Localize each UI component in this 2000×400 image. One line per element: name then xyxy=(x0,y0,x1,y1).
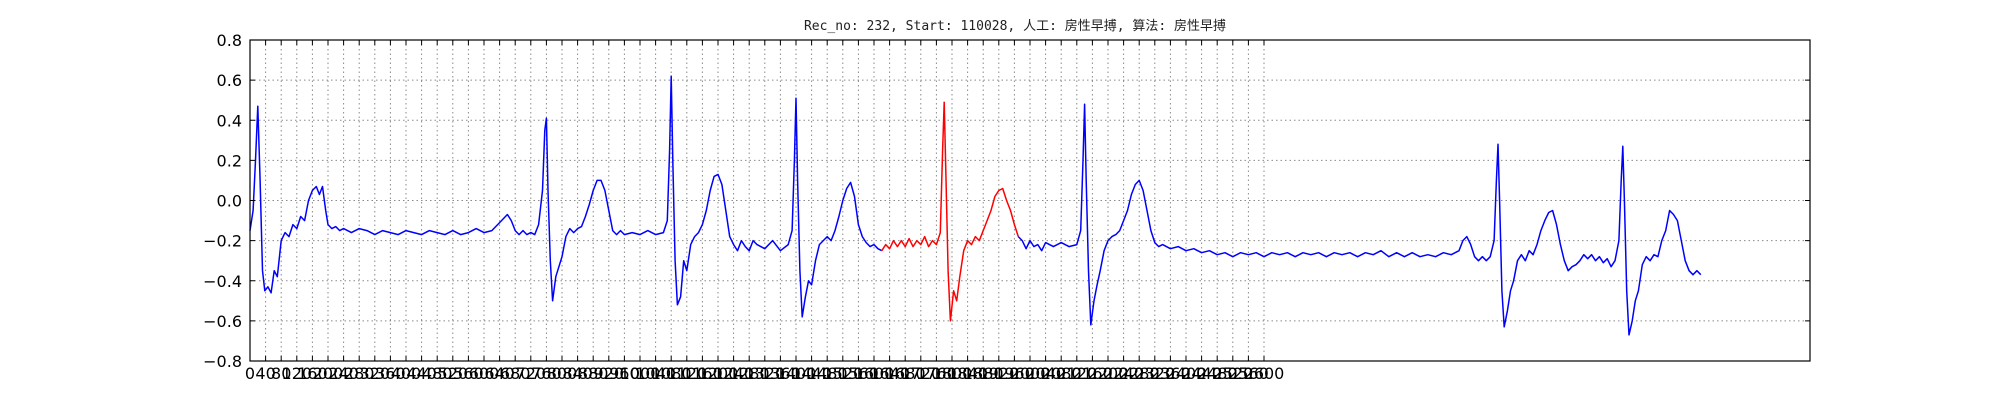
x-tick-label: 400 xyxy=(391,364,422,383)
x-tick-label: 440 xyxy=(406,364,437,383)
x-tick-label: 1520 xyxy=(822,364,863,383)
x-tick-label: 1560 xyxy=(838,364,879,383)
ecg-series-line xyxy=(249,75,883,318)
y-tick-label: −0.2 xyxy=(203,232,242,251)
y-tick-label: 0.6 xyxy=(217,71,242,90)
x-tick-label: 1640 xyxy=(869,364,910,383)
x-tick-label: 680 xyxy=(500,364,531,383)
y-tick-label: −0.8 xyxy=(203,352,242,371)
x-tick-label: 40 xyxy=(255,364,275,383)
x-tick-label: 1360 xyxy=(760,364,801,383)
ecg-series-line xyxy=(1017,103,1702,336)
x-tick-label: 2440 xyxy=(1181,364,1222,383)
grid xyxy=(250,40,1810,361)
x-tick-label: 240 xyxy=(328,364,359,383)
x-tick-label: 760 xyxy=(531,364,562,383)
x-tick-label: 1080 xyxy=(651,364,692,383)
x-tick-label: 1800 xyxy=(932,364,973,383)
x-tick-label: 1720 xyxy=(900,364,941,383)
x-tick-label: 360 xyxy=(375,364,406,383)
y-tick-label: −0.4 xyxy=(203,272,242,291)
x-tick-label: 2360 xyxy=(1150,364,1191,383)
x-tick-label: 1200 xyxy=(698,364,739,383)
x-tick-label: 0 xyxy=(245,364,255,383)
x-tick-label: 1000 xyxy=(620,364,661,383)
y-tick-label: 0.8 xyxy=(217,31,242,50)
y-tick-label: 0.2 xyxy=(217,151,242,170)
x-tick-label: 840 xyxy=(562,364,593,383)
x-tick-label: 2560 xyxy=(1228,364,1269,383)
x-tick-label: 880 xyxy=(578,364,609,383)
x-tick-label: 280 xyxy=(344,364,375,383)
x-tick-label: 1480 xyxy=(807,364,848,383)
x-tick-label: 2080 xyxy=(1041,364,1082,383)
x-tick-label: 2040 xyxy=(1025,364,1066,383)
x-tick-label: 720 xyxy=(516,364,547,383)
plot-area xyxy=(249,75,1702,336)
x-tick-label: 1160 xyxy=(682,364,723,383)
x-tick-label: 2000 xyxy=(1010,364,1051,383)
x-tick-label: 2280 xyxy=(1119,364,1160,383)
x-tick-label: 1400 xyxy=(776,364,817,383)
x-tick-label: 80 xyxy=(271,364,291,383)
x-tick-label: 1920 xyxy=(978,364,1019,383)
x-tick-label: 560 xyxy=(453,364,484,383)
y-axis: −0.8 −0.6 −0.4 −0.2 0.0 0.2 0.4 0.6 0.8 xyxy=(203,31,1810,371)
x-tick-label: 1120 xyxy=(666,364,707,383)
x-tick-label: 2200 xyxy=(1088,364,1129,383)
x-tick-label: 1040 xyxy=(635,364,676,383)
x-tick-label: 1680 xyxy=(885,364,926,383)
chart-title: Rec_no: 232, Start: 110028, 人工: 房性早搏, 算法… xyxy=(804,18,1226,34)
x-tick-label: 1240 xyxy=(713,364,754,383)
x-tick-label: 2320 xyxy=(1134,364,1175,383)
x-tick-label: 800 xyxy=(547,364,578,383)
y-tick-label: 0.0 xyxy=(217,192,242,211)
x-tick-label: 1880 xyxy=(963,364,1004,383)
y-tick-label: 0.4 xyxy=(217,111,242,130)
x-tick-label: 1960 xyxy=(994,364,1035,383)
x-tick-label: 120 xyxy=(282,364,313,383)
x-tick-label: 960 xyxy=(609,364,640,383)
x-tick-label: 600 xyxy=(469,364,500,383)
y-tick-label: −0.6 xyxy=(203,312,242,331)
x-tick-label: 200 xyxy=(313,364,344,383)
x-tick-label: 320 xyxy=(360,364,391,383)
x-tick-label: 640 xyxy=(484,364,515,383)
x-tick-label: 2240 xyxy=(1103,364,1144,383)
x-tick-label: 2120 xyxy=(1056,364,1097,383)
x-tick-label: 160 xyxy=(297,364,328,383)
x-tick-label: 1320 xyxy=(744,364,785,383)
ecg-series-line xyxy=(881,101,1020,322)
x-tick-label: 1840 xyxy=(947,364,988,383)
x-tick-label: 2160 xyxy=(1072,364,1113,383)
x-tick-label: 480 xyxy=(422,364,453,383)
x-tick-label: 2400 xyxy=(1166,364,1207,383)
x-tick-label: 2480 xyxy=(1197,364,1238,383)
x-tick-label: 2520 xyxy=(1212,364,1253,383)
x-tick-label: 1760 xyxy=(916,364,957,383)
x-axis: 0 408012016020024028032036040044048052056… xyxy=(245,40,1284,383)
x-tick-label: 920 xyxy=(594,364,625,383)
x-tick-label: 2600 xyxy=(1244,364,1285,383)
x-tick-label: 1440 xyxy=(791,364,832,383)
x-tick-label: 1280 xyxy=(729,364,770,383)
x-tick-label: 520 xyxy=(438,364,469,383)
x-tick-label: 1600 xyxy=(854,364,895,383)
